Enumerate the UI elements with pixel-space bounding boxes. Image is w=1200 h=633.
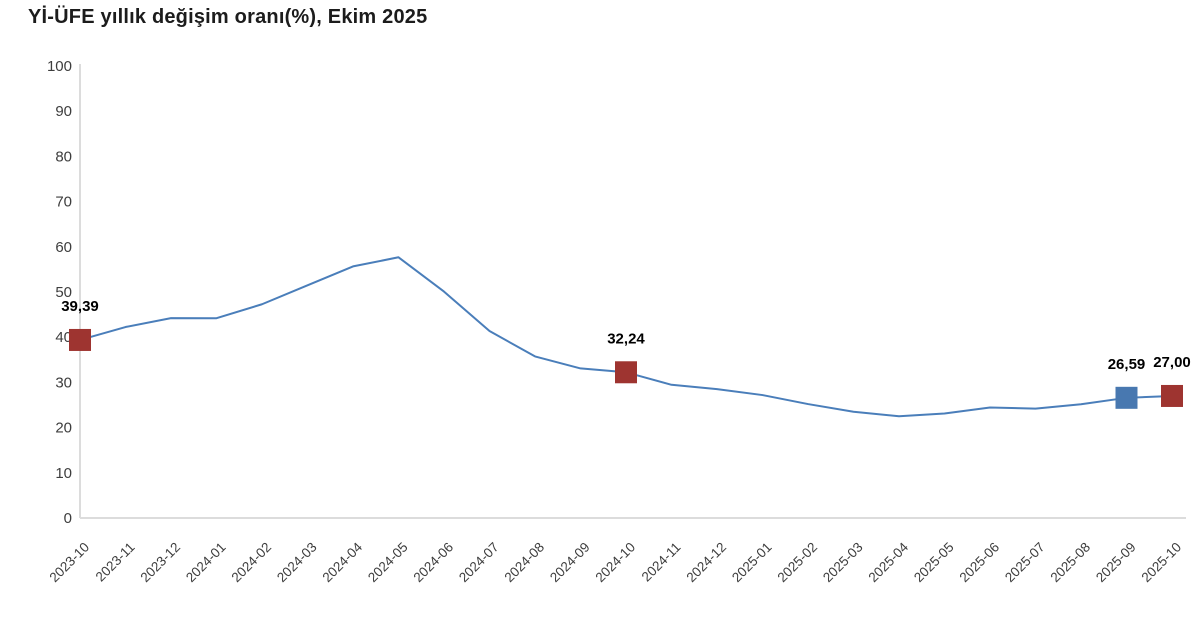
x-tick-label: 2025-08 xyxy=(1047,540,1093,586)
x-tick-label: 2024-03 xyxy=(274,540,320,586)
point-value-label: 27,00 xyxy=(1153,354,1191,371)
y-axis-tick-labels: 0 10 20 30 40 50 60 70 80 90 100 xyxy=(47,58,72,527)
point-value-label: 39,39 xyxy=(61,298,99,315)
y-tick-label: 100 xyxy=(47,58,72,75)
x-tick-label: 2025-10 xyxy=(1138,540,1184,586)
x-axis-tick-labels: 2023-10 2023-11 2023-12 2024-01 2024-02 2024-… xyxy=(46,539,1184,585)
x-tick-label: 2024-02 xyxy=(228,540,274,586)
point-value-label: 26,59 xyxy=(1108,356,1146,373)
x-tick-label: 2024-09 xyxy=(547,540,593,586)
highlight-markers xyxy=(69,328,1183,409)
x-tick-label: 2025-09 xyxy=(1093,540,1139,586)
y-tick-label: 20 xyxy=(55,420,72,437)
axes xyxy=(79,64,1186,519)
x-tick-label: 2024-01 xyxy=(183,540,229,586)
x-tick-label: 2023-11 xyxy=(93,540,138,585)
y-tick-label: 50 xyxy=(55,284,72,301)
data-point-marker xyxy=(69,328,91,351)
x-tick-label: 2025-03 xyxy=(820,540,866,586)
y-tick-label: 0 xyxy=(64,510,72,527)
y-tick-label: 60 xyxy=(55,239,72,256)
y-tick-label: 80 xyxy=(55,148,72,165)
point-value-label: 32,24 xyxy=(607,330,645,347)
x-tick-label: 2024-05 xyxy=(365,540,411,586)
x-tick-label: 2025-05 xyxy=(911,540,957,586)
x-tick-label: 2024-11 xyxy=(639,540,684,585)
x-tick-label: 2024-10 xyxy=(592,540,638,586)
data-point-marker xyxy=(1115,386,1138,409)
x-tick-label: 2025-02 xyxy=(774,540,820,586)
y-tick-label: 70 xyxy=(55,194,72,211)
y-tick-label: 40 xyxy=(55,329,72,346)
x-tick-label: 2023-12 xyxy=(137,540,183,586)
x-tick-label: 2023-10 xyxy=(46,540,92,586)
x-tick-label: 2024-04 xyxy=(319,539,365,585)
x-tick-label: 2024-06 xyxy=(410,540,456,586)
data-point-marker xyxy=(615,361,637,384)
x-tick-label: 2025-06 xyxy=(956,540,1002,586)
x-tick-label: 2024-07 xyxy=(456,540,502,586)
y-tick-label: 10 xyxy=(55,465,72,482)
x-tick-label: 2024-12 xyxy=(683,540,729,586)
x-tick-label: 2025-01 xyxy=(729,540,775,586)
data-point-marker xyxy=(1161,384,1183,407)
point-value-labels: 39,39 32,24 26,59 27,00 xyxy=(61,298,1191,373)
x-tick-label: 2025-04 xyxy=(865,539,911,585)
x-tick-label: 2024-08 xyxy=(501,540,547,586)
y-tick-label: 90 xyxy=(55,103,72,120)
y-tick-label: 30 xyxy=(55,374,72,391)
x-tick-label: 2025-07 xyxy=(1002,540,1048,586)
chart-title: Yİ-ÜFE yıllık değişim oranı(%), Ekim 202… xyxy=(28,6,428,28)
